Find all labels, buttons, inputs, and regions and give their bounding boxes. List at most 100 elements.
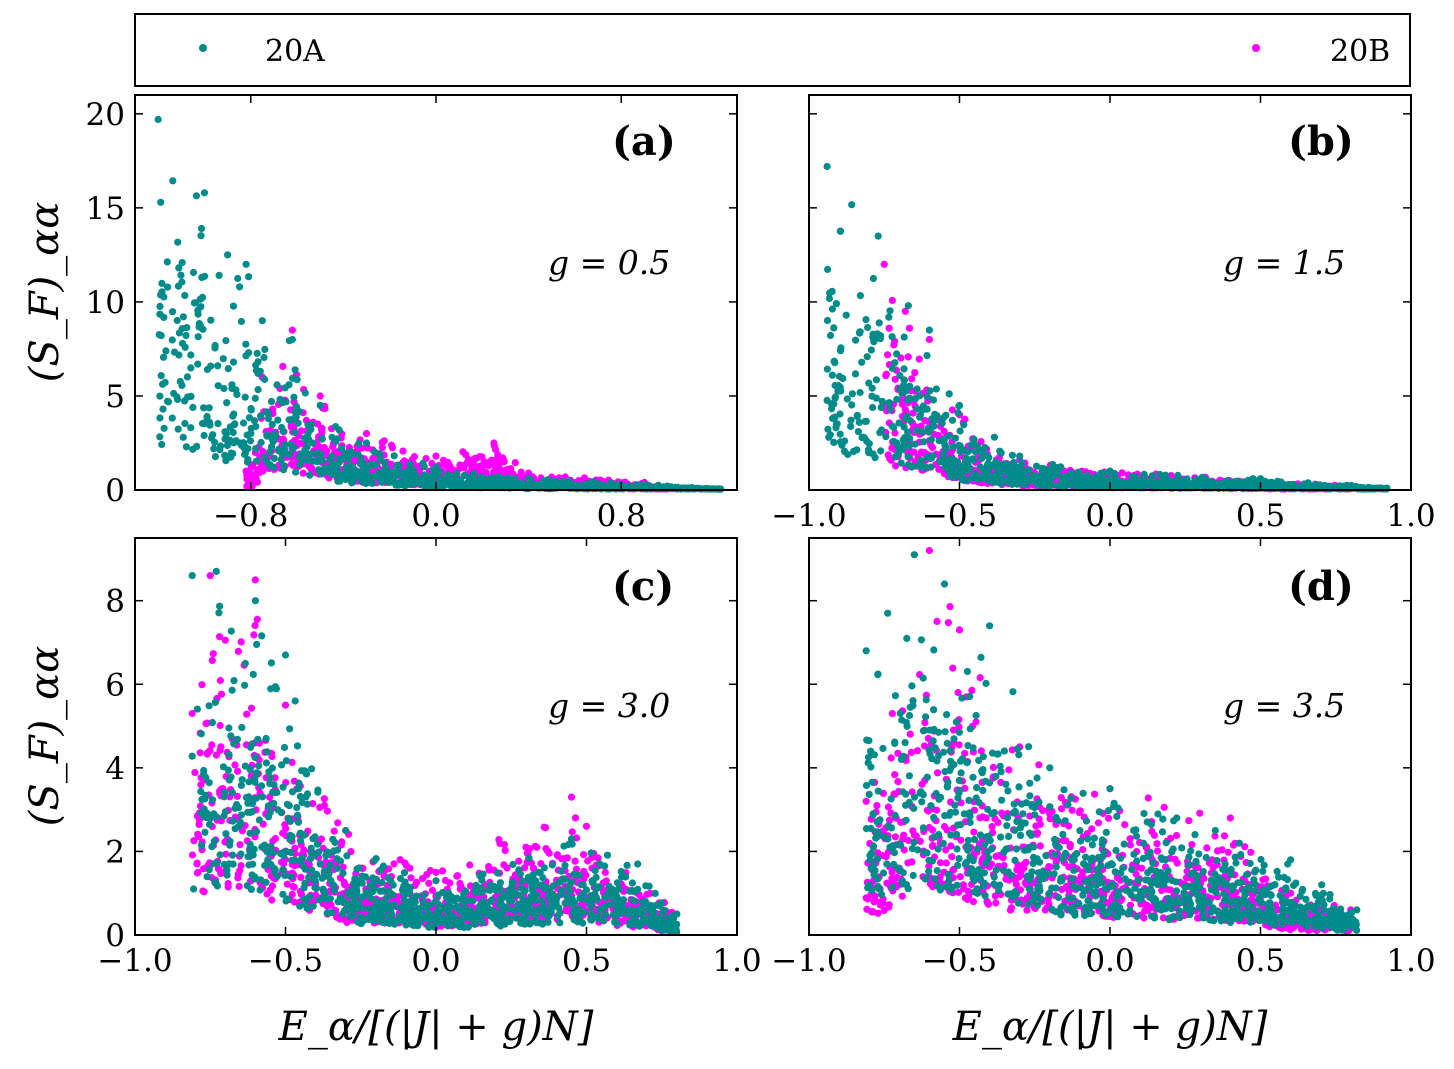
data-point-20a: [209, 431, 217, 439]
data-point-20b: [362, 430, 371, 438]
data-point-20a: [954, 409, 962, 417]
data-point-20a: [312, 457, 320, 465]
data-point-20a: [304, 435, 313, 443]
data-point-20a: [256, 367, 264, 375]
data-point-20b: [388, 444, 396, 452]
data-point-20a: [862, 417, 870, 425]
data-point-20a: [847, 416, 855, 424]
data-point-20a: [159, 405, 167, 413]
data-point-20a: [154, 115, 162, 124]
data-point-20a: [157, 198, 165, 206]
data-point-20a: [253, 349, 261, 357]
data-point-20a: [888, 333, 896, 341]
data-point-20b: [553, 851, 562, 859]
data-point-20a: [304, 450, 312, 458]
data-point-20a: [195, 323, 203, 331]
data-point-20a: [830, 324, 838, 332]
data-point-20a: [826, 431, 834, 439]
data-point-20a: [316, 860, 324, 868]
data-point-20a: [221, 788, 229, 796]
data-point-20a: [242, 340, 250, 348]
panel-b-annotation: g = 1.5: [1223, 243, 1345, 282]
data-point-20b: [400, 457, 408, 465]
panel-a-tag: (a): [612, 118, 676, 165]
data-point-20a: [215, 271, 223, 279]
data-point-20b: [320, 795, 328, 803]
data-point-20a: [155, 331, 163, 339]
panel-a-points: [154, 115, 725, 493]
data-point-20a: [229, 817, 237, 825]
x-tick-label: 1.0: [1386, 498, 1435, 534]
data-point-20a: [296, 453, 304, 461]
data-point-20a: [891, 359, 899, 367]
data-point-20a: [160, 424, 168, 432]
data-point-20a: [156, 302, 164, 310]
data-point-20a: [200, 431, 208, 440]
data-point-20a: [896, 371, 904, 380]
data-point-20a: [826, 289, 834, 297]
data-point-20a: [216, 446, 224, 454]
data-point-20a: [227, 627, 235, 635]
data-point-20a: [273, 381, 281, 389]
data-point-20a: [247, 424, 255, 432]
data-point-20b: [197, 781, 205, 789]
data-point-20a: [245, 414, 253, 422]
data-point-20a: [221, 451, 229, 459]
data-point-20b: [908, 375, 916, 383]
data-point-20a: [252, 457, 261, 465]
data-point-20a: [182, 443, 190, 451]
data-point-20b: [251, 621, 259, 630]
data-point-20a: [875, 319, 883, 327]
data-point-20a: [906, 434, 914, 443]
data-point-20a: [237, 317, 245, 326]
data-point-20b: [378, 444, 386, 452]
data-point-20b: [507, 465, 515, 473]
data-point-20a: [410, 466, 418, 474]
data-point-20a: [877, 447, 885, 455]
data-point-20a: [917, 456, 925, 464]
data-point-20a: [859, 433, 867, 441]
data-point-20a: [367, 460, 375, 468]
data-point-20b: [567, 793, 576, 801]
data-point-20a: [1274, 482, 1282, 490]
data-point-20a: [156, 414, 164, 422]
data-point-20a: [1265, 479, 1274, 488]
y-tick-label: 20: [86, 97, 125, 133]
data-point-20a: [348, 479, 356, 487]
data-point-20b: [216, 676, 224, 685]
data-point-20a: [174, 238, 182, 246]
data-point-20b: [268, 882, 277, 890]
data-point-20a: [1039, 477, 1047, 486]
data-point-20a: [197, 224, 206, 233]
data-point-20a: [156, 433, 164, 441]
data-point-20a: [177, 271, 185, 279]
data-point-20a: [211, 438, 219, 446]
data-point-20b: [459, 448, 467, 456]
data-point-20a: [159, 380, 167, 388]
data-point-20a: [1043, 470, 1051, 478]
data-point-20a: [851, 370, 860, 378]
data-point-20b: [279, 362, 287, 370]
data-point-20a: [236, 283, 244, 291]
data-point-20b: [246, 475, 254, 483]
data-point-20b: [305, 463, 314, 471]
data-point-20a: [338, 444, 346, 453]
data-point-20a: [288, 788, 297, 796]
data-point-20b: [208, 656, 216, 665]
data-point-20a: [260, 353, 268, 362]
data-point-20a: [904, 453, 912, 461]
legend: 20A 20B: [134, 13, 1411, 87]
data-point-20a: [928, 424, 936, 432]
data-point-20b: [234, 874, 242, 882]
data-point-20a: [294, 419, 302, 427]
data-point-20b: [390, 860, 398, 868]
data-point-20a: [835, 372, 844, 380]
data-point-20a: [895, 444, 903, 452]
data-point-20a: [214, 420, 222, 428]
data-point-20a: [446, 479, 455, 487]
data-point-20a: [376, 455, 384, 463]
data-point-20a: [390, 452, 398, 460]
data-point-20a: [876, 429, 884, 437]
data-point-20b: [288, 460, 296, 468]
data-point-20a: [1192, 480, 1200, 488]
